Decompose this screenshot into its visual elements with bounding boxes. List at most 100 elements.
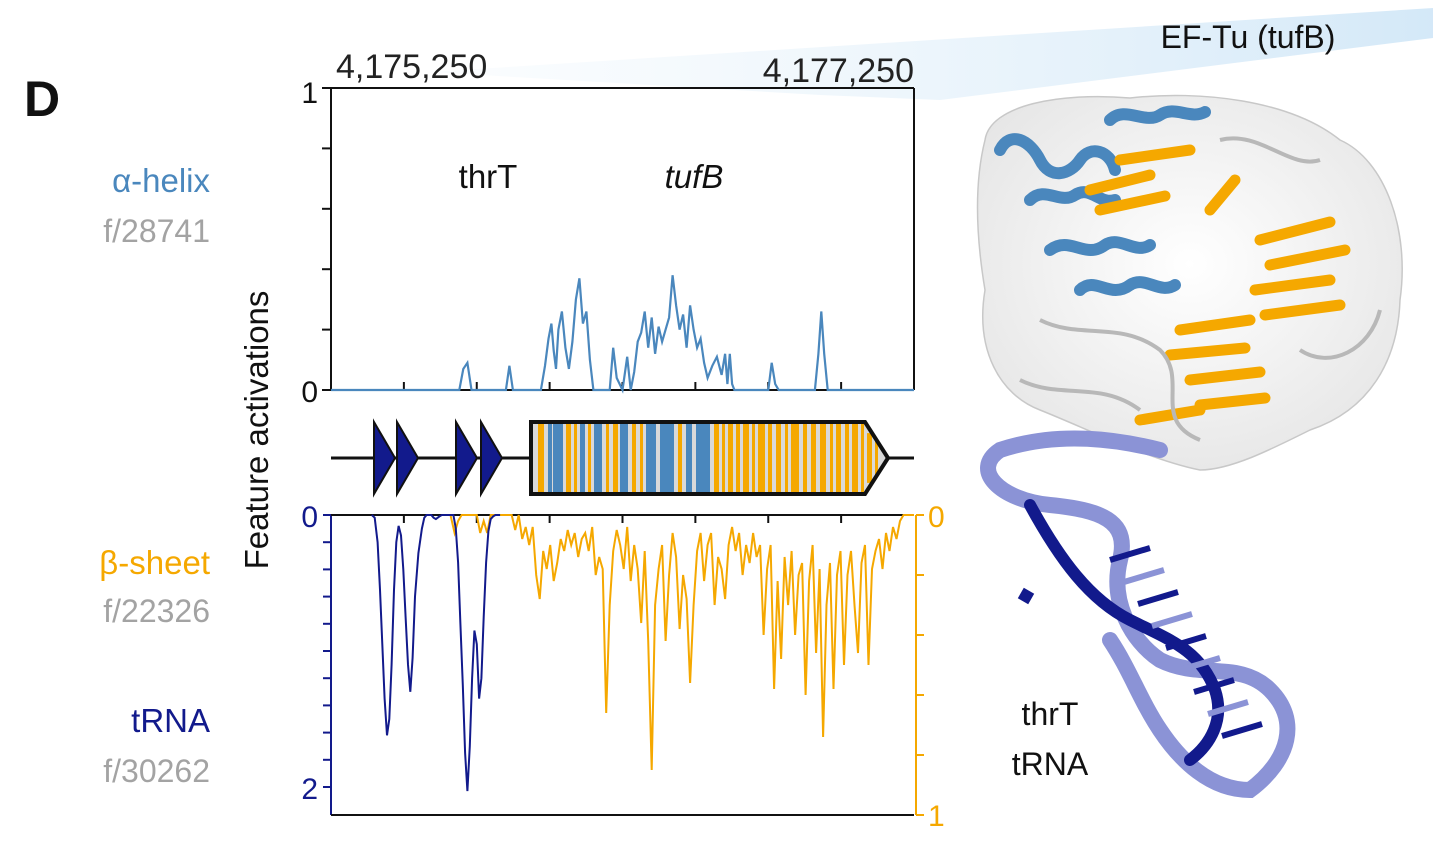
sheet-stripe <box>736 424 740 492</box>
decorative-band <box>430 8 1433 100</box>
trna-base-pair <box>1123 567 1165 585</box>
sheet-ribbon <box>1204 174 1241 216</box>
helix-stripe <box>548 424 552 492</box>
sheet-ribbon <box>1134 404 1206 426</box>
sheet-ribbon <box>1264 244 1351 271</box>
coordinate-end: 4,177,250 <box>763 52 914 90</box>
trna-gene-arrow <box>373 418 397 498</box>
helix-stripe <box>594 424 602 492</box>
sheet-stripe <box>845 424 849 492</box>
sheet-ribbon <box>1259 299 1346 321</box>
feature-id-sheet: f/22326 <box>103 593 210 629</box>
sheet-stripe <box>791 424 799 492</box>
trna-base-pair <box>1193 677 1235 695</box>
helix-ribbon <box>994 133 1121 180</box>
gene-label-thrT: thrT <box>459 158 518 195</box>
sheet-stripe <box>588 424 591 492</box>
sheet-ribbon <box>1094 190 1171 216</box>
trna-structure-image <box>980 430 1296 799</box>
helix-stripe <box>553 424 563 492</box>
sheet-stripe <box>820 424 826 492</box>
panel-letter: D <box>24 71 60 127</box>
coordinate-start: 4,175,250 <box>336 48 487 86</box>
sheet-stripe <box>574 424 577 492</box>
trna-gene-arrow <box>480 418 504 498</box>
sheet-stripe <box>867 433 872 483</box>
feature-id-helix: f/28741 <box>103 213 210 249</box>
sheet-stripe <box>606 424 609 492</box>
feature-label-helix: α-helix <box>112 162 210 199</box>
sheet-stripe <box>768 424 772 492</box>
trna-base-pair <box>1179 655 1221 673</box>
sheet-stripe <box>852 424 858 492</box>
helix-ribbon <box>1024 186 1121 207</box>
helix-stripe <box>696 424 710 492</box>
gene-track <box>331 418 914 498</box>
bottom-left-ytick-2: 2 <box>301 773 318 806</box>
feature-id-trna: f/30262 <box>103 753 210 789</box>
top-chart: 1 0 thrT tufB <box>301 77 915 409</box>
sheet-stripe <box>836 424 841 492</box>
sheet-stripe <box>714 424 719 492</box>
trna-base-pair <box>1109 545 1151 563</box>
trna-gene-arrow <box>455 418 479 498</box>
sheet-stripe <box>613 424 618 492</box>
rna-structure-label-line1: thrT <box>1022 696 1079 732</box>
ef-tu-structure-image <box>976 94 1403 471</box>
sheet-stripe <box>776 424 781 492</box>
sheet-stripe <box>752 424 755 492</box>
trna-end-block <box>1017 587 1035 605</box>
series-line-helix <box>331 275 914 394</box>
helix-stripe <box>580 424 585 492</box>
bottom-right-ytick-1: 1 <box>928 800 945 833</box>
sheet-stripe <box>830 424 833 492</box>
sheet-stripe <box>566 424 571 492</box>
trna-base-pair <box>1207 699 1249 717</box>
tufB-gene-outline <box>529 420 891 496</box>
sheet-stripe <box>743 424 749 492</box>
sheet-ribbon <box>1114 144 1196 166</box>
rna-structure-label-line2: tRNA <box>1012 746 1089 782</box>
helix-stripe <box>646 424 656 492</box>
helix-stripe <box>686 424 692 492</box>
series-line-trna <box>371 514 501 792</box>
trna-base-pair <box>1137 589 1179 607</box>
coil-loop <box>1219 136 1321 164</box>
helix-ribbon <box>1074 276 1181 296</box>
trna-backbone-light <box>980 430 1296 799</box>
sheet-stripe <box>538 424 544 492</box>
sheet-ribbon <box>1254 216 1336 246</box>
helix-ribbon <box>1044 236 1156 256</box>
trna-base-pair <box>1221 721 1263 739</box>
sheet-stripe <box>758 424 765 492</box>
sheet-stripe <box>803 424 807 492</box>
feature-label-trna: tRNA <box>131 702 210 739</box>
sheet-ribbon <box>1084 169 1156 196</box>
sheet-stripe <box>728 424 733 492</box>
sheet-ribbon <box>1174 314 1256 336</box>
bottom-chart: 0 2 0 1 <box>301 501 944 833</box>
sheet-stripe <box>722 424 725 492</box>
helix-ribbon <box>1104 105 1211 126</box>
trna-gene-arrow <box>396 418 420 498</box>
coil-loop <box>1039 318 1201 442</box>
sheet-stripe <box>640 424 643 492</box>
sheet-ribbon <box>1249 274 1336 296</box>
trna-base-pair <box>1165 633 1207 651</box>
helix-stripe <box>660 424 674 492</box>
top-ytick-0: 0 <box>301 376 318 409</box>
trna-base-pair <box>1151 611 1193 629</box>
protein-structure-label: EF-Tu (tufB) <box>1161 19 1336 55</box>
bottom-right-ytick-0: 0 <box>928 501 945 534</box>
sheet-stripe <box>678 424 682 492</box>
bottom-left-ytick-0: 0 <box>301 501 318 534</box>
sheet-stripe <box>861 424 864 492</box>
top-ytick-1: 1 <box>301 77 318 110</box>
coil-loop <box>1019 378 1142 412</box>
gene-label-tufB: tufB <box>665 158 724 195</box>
trna-backbone-dark <box>1024 499 1225 766</box>
sheet-stripe <box>875 440 878 476</box>
sheet-stripe <box>632 424 636 492</box>
feature-label-sheet: β-sheet <box>99 544 210 581</box>
sheet-ribbon <box>1184 366 1266 386</box>
